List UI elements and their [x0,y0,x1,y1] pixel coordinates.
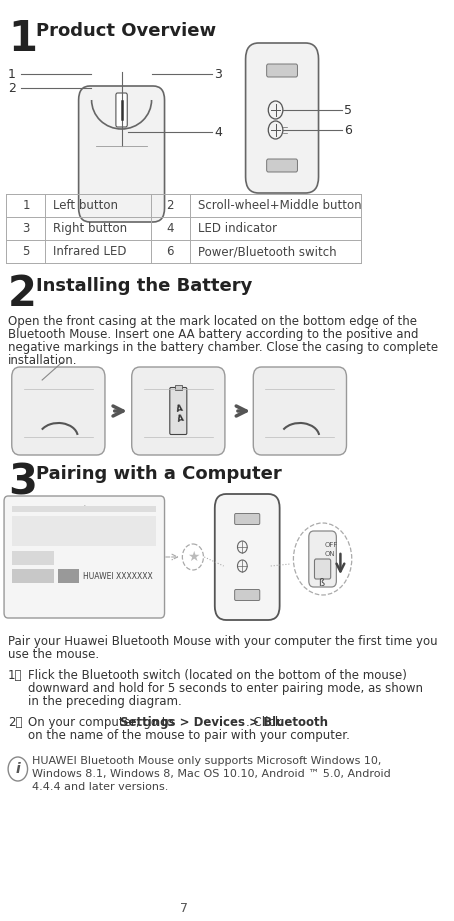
Text: 5: 5 [344,103,352,116]
FancyBboxPatch shape [170,388,187,435]
FancyBboxPatch shape [235,514,260,524]
Bar [175,385,182,390]
Text: 2: 2 [8,81,16,95]
Text: 2: 2 [167,199,174,212]
FancyBboxPatch shape [132,367,225,455]
Text: Infrared LED: Infrared LED [54,245,127,258]
Text: ★: ★ [187,550,199,564]
Bar [12,516,157,546]
FancyBboxPatch shape [12,367,105,455]
Text: 2、: 2、 [8,716,23,729]
Bar [12,506,157,512]
Text: 3: 3 [8,461,37,503]
Text: on the name of the mouse to pair with your computer.: on the name of the mouse to pair with yo… [28,729,350,742]
Text: 7: 7 [180,902,188,915]
Text: A: A [175,404,183,414]
Text: Scroll-wheel+Middle button: Scroll-wheel+Middle button [198,199,361,212]
Text: OFF: OFF [324,542,338,548]
Text: .: . [83,498,86,508]
Text: Settings > Devices > Bluetooth: Settings > Devices > Bluetooth [120,716,328,729]
Text: 5: 5 [22,245,30,258]
FancyBboxPatch shape [4,496,164,618]
Text: Right button: Right button [54,222,128,235]
Text: 1: 1 [8,18,37,60]
Text: in the preceding diagram.: in the preceding diagram. [28,695,182,708]
Text: Flick the Bluetooth switch (located on the bottom of the mouse): Flick the Bluetooth switch (located on t… [28,669,407,682]
Text: 1、: 1、 [8,669,23,682]
Text: ON: ON [324,551,335,557]
FancyBboxPatch shape [315,559,331,579]
Bar [59,569,79,583]
Text: installation.: installation. [8,354,78,367]
Text: 3: 3 [214,67,222,80]
Text: Power/Bluetooth switch: Power/Bluetooth switch [198,245,336,258]
Text: Bluetooth Mouse. Insert one AA battery according to the positive and: Bluetooth Mouse. Insert one AA battery a… [8,328,419,341]
Text: downward and hold for 5 seconds to enter pairing mode, as shown: downward and hold for 5 seconds to enter… [28,682,424,695]
FancyBboxPatch shape [266,64,297,77]
Text: Left button: Left button [54,199,118,212]
Text: i: i [15,762,20,776]
Text: 2: 2 [8,273,37,315]
FancyBboxPatch shape [266,159,297,172]
Text: . Click: . Click [246,716,282,729]
Text: 1: 1 [22,199,30,212]
Text: HUAWEI XXXXXXX: HUAWEI XXXXXXX [83,572,153,580]
Text: 4.4.4 and later versions.: 4.4.4 and later versions. [32,782,169,792]
Bar [12,569,54,583]
FancyBboxPatch shape [235,589,260,600]
Text: On your computer, go to: On your computer, go to [28,716,178,729]
Text: Product Overview: Product Overview [36,22,216,40]
FancyBboxPatch shape [79,86,164,222]
Text: 6: 6 [167,245,174,258]
Text: Windows 8.1, Windows 8, Mac OS 10.10, Android ™ 5.0, Android: Windows 8.1, Windows 8, Mac OS 10.10, An… [32,769,391,779]
FancyBboxPatch shape [246,43,319,193]
Bar [12,551,54,565]
FancyBboxPatch shape [309,531,336,587]
Text: 6: 6 [344,123,351,136]
Text: 3: 3 [22,222,30,235]
Text: Open the front casing at the mark located on the bottom edge of the: Open the front casing at the mark locate… [8,315,417,328]
Text: ß: ß [318,578,324,588]
Text: LED indicator: LED indicator [198,222,277,235]
Text: 4: 4 [214,125,222,138]
Text: Pairing with a Computer: Pairing with a Computer [36,465,281,483]
Text: negative markings in the battery chamber. Close the casing to complete: negative markings in the battery chamber… [8,341,438,354]
Text: Pair your Huawei Bluetooth Mouse with your computer the first time you: Pair your Huawei Bluetooth Mouse with yo… [8,635,438,648]
FancyBboxPatch shape [116,93,127,127]
Text: 4: 4 [167,222,174,235]
FancyBboxPatch shape [253,367,346,455]
Text: 1: 1 [8,67,16,80]
FancyBboxPatch shape [215,494,280,620]
Text: HUAWEI Bluetooth Mouse only supports Microsoft Windows 10,: HUAWEI Bluetooth Mouse only supports Mic… [32,756,382,766]
Text: use the mouse.: use the mouse. [8,648,99,661]
Text: A: A [177,414,185,424]
Text: Installing the Battery: Installing the Battery [36,277,252,295]
